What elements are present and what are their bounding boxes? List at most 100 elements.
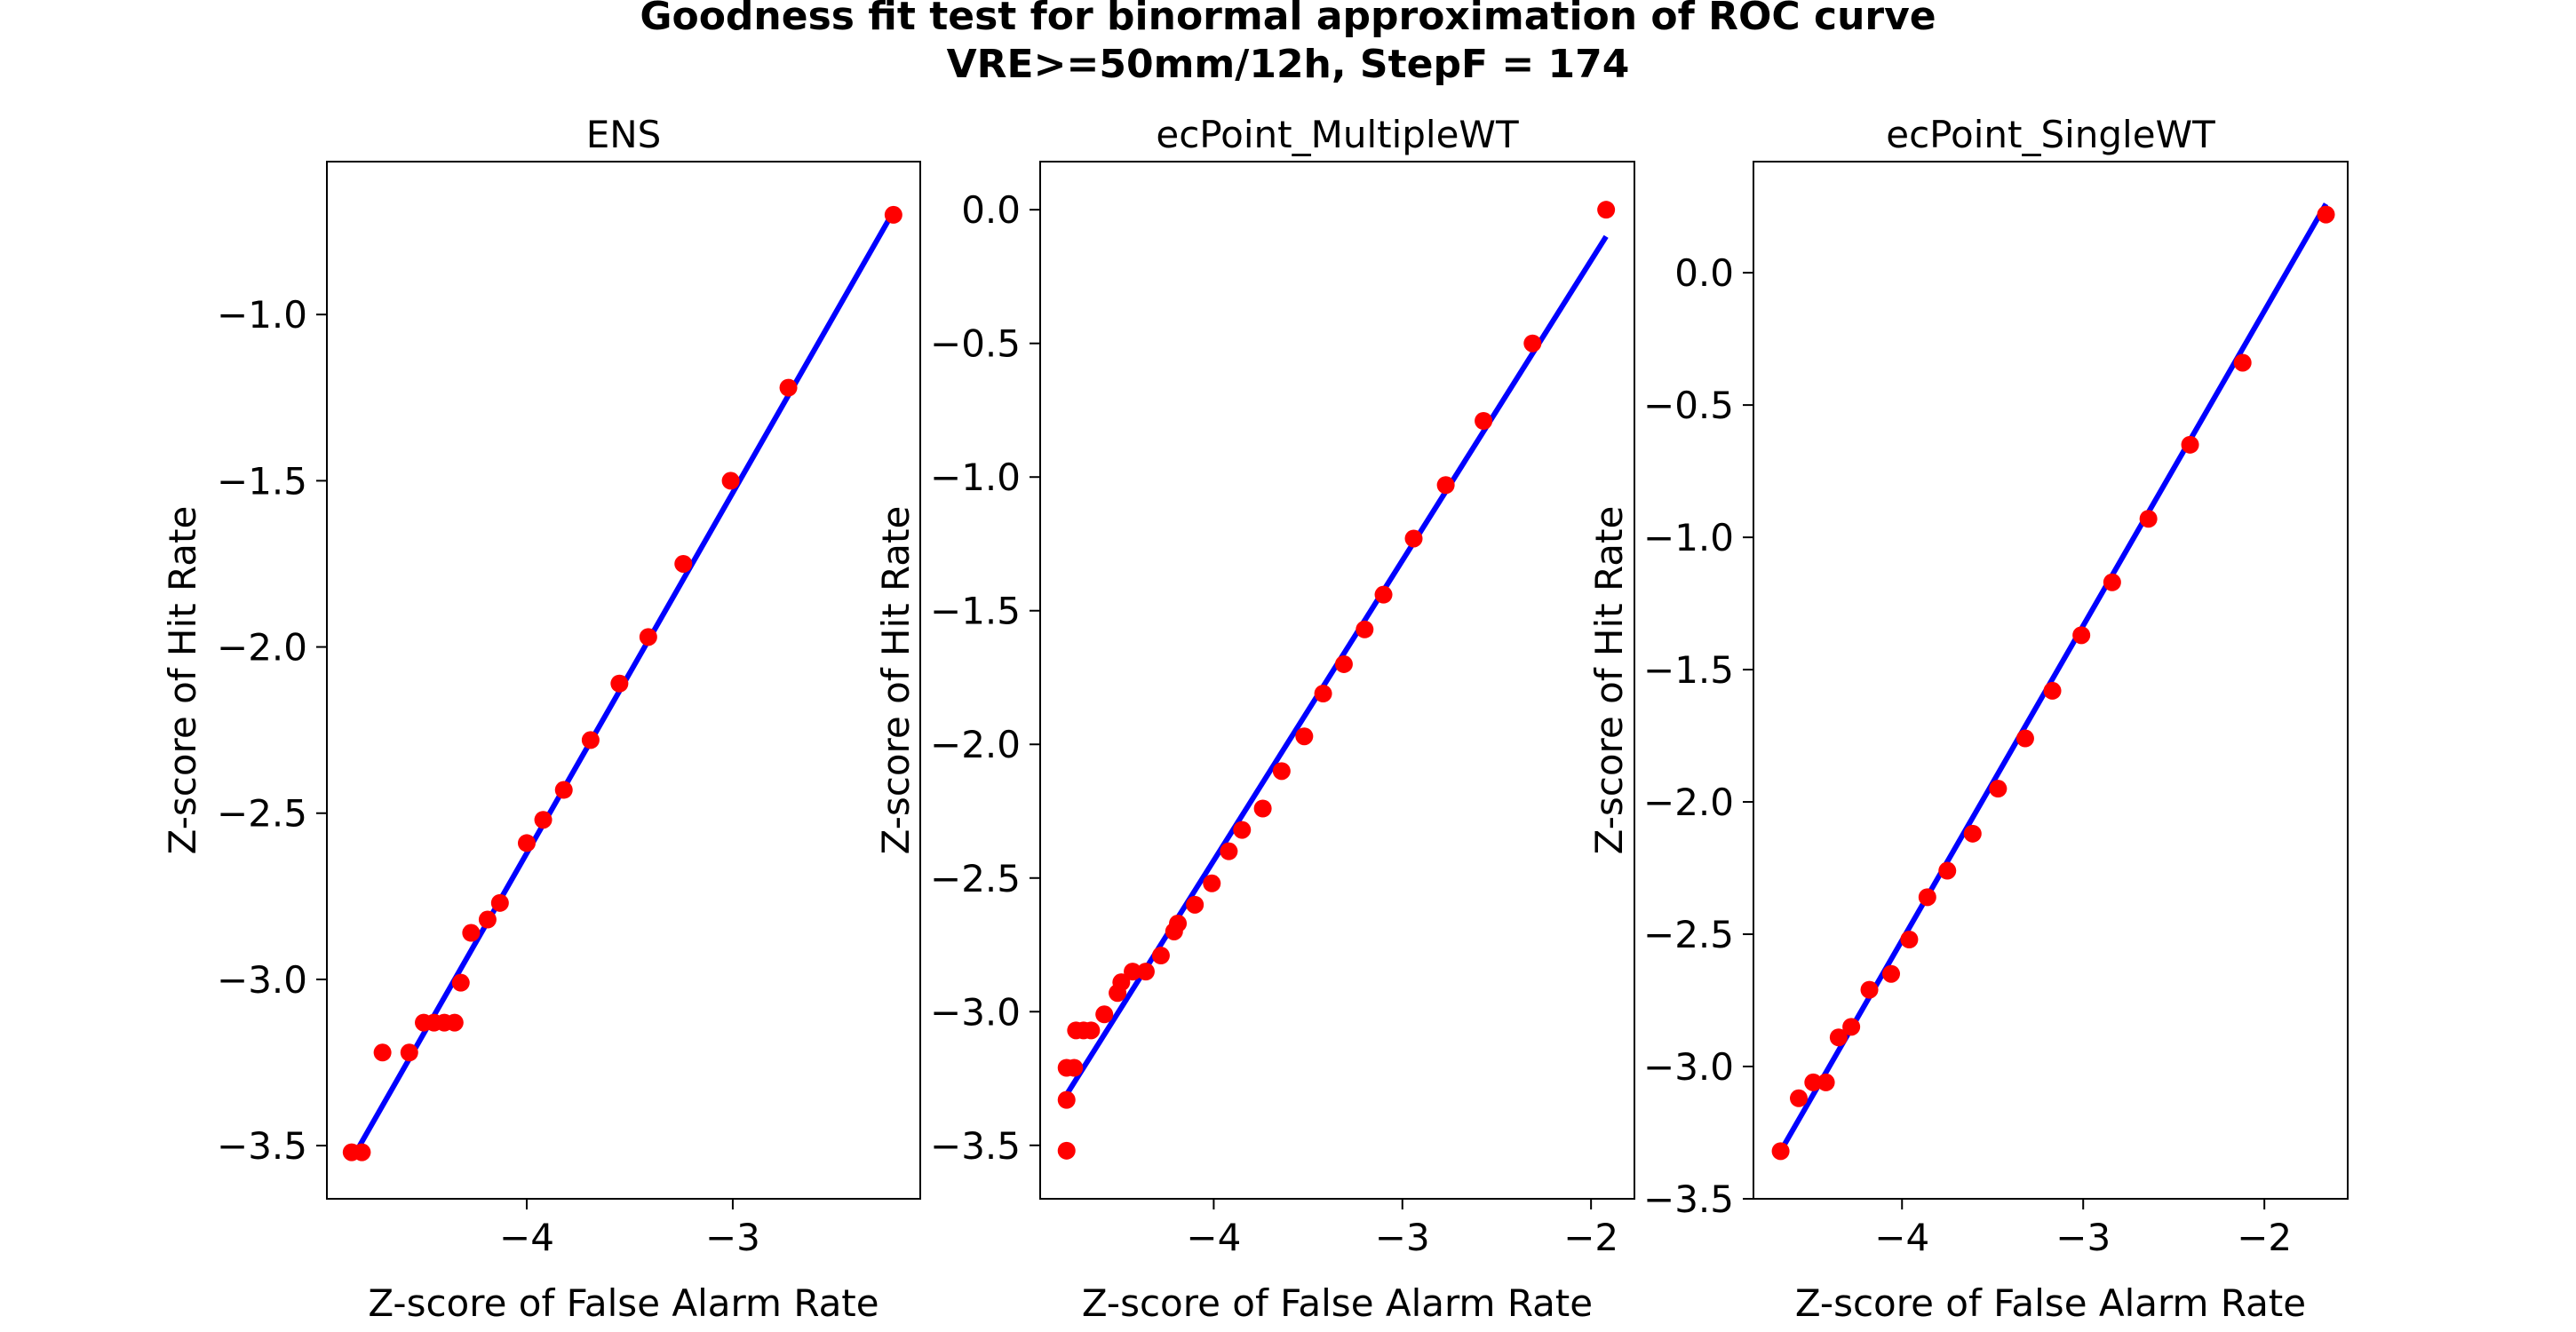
- y-tick-label: −2.5: [217, 792, 307, 836]
- subplot-title: ecPoint_SingleWT: [1886, 113, 2215, 156]
- y-tick-label: −0.5: [930, 322, 1021, 366]
- data-point: [674, 554, 693, 573]
- data-point: [517, 834, 536, 852]
- x-axis-label: Z-score of False Alarm Rate: [368, 1281, 879, 1325]
- y-tick-label: −1.0: [930, 456, 1021, 499]
- x-tick-label: −2: [2237, 1216, 2292, 1259]
- y-tick-label: −1.5: [1643, 648, 1734, 692]
- data-point: [1989, 780, 2008, 798]
- subplot-ecpoint-multiplewt: ecPoint_MultipleWT −4 −3 −2 −3.5 −3.0 −2.5 −2.0…: [874, 113, 1635, 1325]
- data-point: [1057, 1090, 1076, 1109]
- x-tick-label: −3: [705, 1216, 760, 1259]
- y-tick-label: −3.0: [1643, 1045, 1734, 1089]
- data-point: [445, 1013, 464, 1032]
- data-point: [1082, 1021, 1101, 1040]
- y-tick-label: −3.0: [217, 958, 307, 1002]
- data-point: [2181, 435, 2199, 454]
- figure-title-line1: Goodness fit test for binormal approxima…: [640, 0, 1936, 39]
- y-axis-label: Z-score of Hit Rate: [161, 506, 204, 855]
- x-axis-label: Z-score of False Alarm Rate: [1795, 1281, 2306, 1325]
- x-tick-label: −4: [1186, 1216, 1241, 1259]
- y-axis-label: Z-score of Hit Rate: [1587, 506, 1631, 855]
- data-point: [639, 628, 657, 646]
- data-point: [1789, 1089, 1808, 1107]
- figure-title: Goodness fit test for binormal approxima…: [0, 0, 2576, 89]
- data-point: [490, 893, 509, 912]
- x-tick-label: −4: [1874, 1216, 1929, 1259]
- data-point: [2043, 681, 2062, 700]
- data-point: [1938, 861, 1957, 880]
- y-tick-label: −2.5: [1643, 913, 1734, 956]
- data-point: [1374, 585, 1393, 604]
- y-tick-label: 0.0: [1674, 251, 1734, 295]
- data-point: [373, 1043, 392, 1062]
- data-point: [1963, 824, 1982, 843]
- data-point: [1356, 620, 1374, 638]
- y-tick-label: 0.0: [961, 188, 1021, 232]
- data-point: [1186, 895, 1205, 914]
- figure-title-line2: VRE>=50mm/12h, StepF = 174: [946, 42, 1630, 87]
- data-point: [462, 924, 481, 942]
- data-point: [2103, 573, 2121, 591]
- data-point: [1475, 412, 1493, 430]
- y-tick-label: −1.5: [217, 459, 307, 503]
- data-point: [1203, 874, 1221, 892]
- subplot-title: ENS: [586, 113, 662, 156]
- y-tick-label: −1.0: [217, 293, 307, 337]
- data-point: [1597, 201, 1616, 219]
- data-point: [1404, 529, 1423, 548]
- y-tick-label: −0.5: [1643, 384, 1734, 427]
- data-point: [2072, 626, 2091, 645]
- data-point: [478, 910, 497, 929]
- data-point: [1057, 1141, 1076, 1160]
- y-tick-label: −3.5: [217, 1124, 307, 1168]
- x-tick-label: −3: [1375, 1216, 1430, 1259]
- data-point: [400, 1043, 418, 1062]
- x-tick-label: −2: [1563, 1216, 1618, 1259]
- y-tick-label: −2.0: [217, 626, 307, 670]
- data-point: [581, 731, 600, 749]
- data-point: [1842, 1018, 1861, 1036]
- y-axis-label: Z-score of Hit Rate: [874, 506, 918, 855]
- data-point: [1334, 654, 1353, 673]
- data-point: [451, 973, 470, 992]
- data-point: [610, 674, 629, 693]
- data-point: [1436, 476, 1455, 495]
- y-tick-label: −2.5: [930, 857, 1021, 900]
- axes-frame: [1753, 161, 2349, 1200]
- data-point: [1882, 964, 1901, 983]
- data-point: [534, 811, 553, 829]
- data-point: [1272, 762, 1291, 781]
- data-point: [884, 205, 902, 224]
- data-point: [1233, 821, 1252, 839]
- x-axis-label: Z-score of False Alarm Rate: [1082, 1281, 1593, 1325]
- data-point: [1860, 980, 1879, 999]
- plot-area: [1057, 201, 1616, 1160]
- y-tick-label: −3.5: [1643, 1177, 1734, 1221]
- plot-area: [342, 205, 902, 1162]
- data-point: [779, 378, 798, 397]
- data-point: [1804, 1073, 1823, 1091]
- data-point: [1151, 947, 1170, 965]
- data-point: [1918, 888, 1936, 907]
- y-tick-label: −2.0: [930, 723, 1021, 766]
- x-tick-label: −4: [499, 1216, 554, 1259]
- data-point: [2233, 353, 2252, 372]
- data-point: [1817, 1073, 1835, 1091]
- data-point: [1523, 334, 1542, 353]
- plot-area: [1771, 202, 2335, 1161]
- y-tick-label: −3.5: [930, 1124, 1021, 1168]
- y-tick-label: −1.0: [1643, 516, 1734, 559]
- x-tick-label: −3: [2055, 1216, 2111, 1259]
- data-point: [554, 781, 573, 799]
- data-point: [1295, 727, 1314, 746]
- data-point: [1112, 973, 1131, 992]
- data-point: [1124, 963, 1142, 981]
- subplot-ens: ENS −4 −3 −3.5 −3.0 −2.5 −2.0 −1.5 −1.0 Z-score o…: [161, 113, 921, 1325]
- data-point: [2317, 205, 2335, 224]
- y-tick-label: −3.0: [930, 990, 1021, 1034]
- data-point: [721, 472, 740, 490]
- data-point: [1136, 963, 1155, 981]
- data-point: [1169, 914, 1188, 932]
